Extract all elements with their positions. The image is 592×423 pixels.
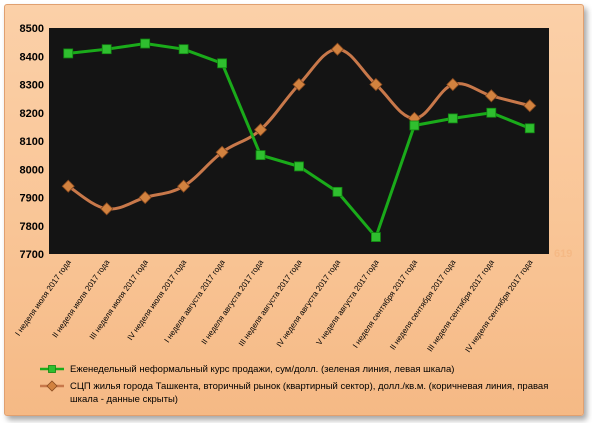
green-point-marker xyxy=(447,113,458,124)
green-point-marker xyxy=(255,150,266,161)
brown-point-marker xyxy=(523,99,537,113)
y-tick-label: 8400 xyxy=(20,51,44,63)
green-point-marker xyxy=(486,107,497,118)
legend-brown-marker xyxy=(46,380,58,392)
x-tick-label: III неделя августа 2017 года xyxy=(237,258,304,348)
x-tick-label: I неделя сентября 2017 года xyxy=(351,258,419,350)
legend-item-brown: СЦП жилья города Ташкента, вторичный рын… xyxy=(40,380,548,405)
y-tick-label: 8200 xyxy=(20,108,44,120)
brown-point-marker xyxy=(253,123,268,137)
y-tick-label: 8500 xyxy=(20,23,44,35)
green-point-marker xyxy=(332,186,343,197)
x-tick-label: III неделя сентября 2017 года xyxy=(425,258,496,354)
y-tick-label: 8000 xyxy=(20,164,44,176)
brown-point-marker xyxy=(330,42,345,56)
legend-green-marker xyxy=(48,365,56,373)
plot-area xyxy=(49,28,549,254)
brown-point-marker xyxy=(61,179,75,193)
x-tick-label: II неделя сентября 2017 года xyxy=(388,258,458,352)
brown-point-marker xyxy=(484,89,498,103)
y-axis-ticks: 7700 7800 7900 8000 8100 8200 8300 8400 8500 xyxy=(20,23,44,261)
brown-point-marker xyxy=(292,77,306,92)
brown-point-marker xyxy=(177,179,191,193)
legend: Еженедельный неформальный курс продажи, … xyxy=(40,364,548,405)
green-point-marker xyxy=(524,123,535,134)
green-point-marker xyxy=(217,58,227,69)
legend-label-green: Еженедельный неформальный курс продажи, … xyxy=(70,364,454,375)
legend-label-brown: СЦП жилья города Ташкента, вторичный рын… xyxy=(70,381,548,405)
legend-item-green: Еженедельный неформальный курс продажи, … xyxy=(40,364,454,375)
right-axis-tick-label: 619 xyxy=(554,248,572,260)
brown-point-marker xyxy=(138,190,152,205)
series-markers xyxy=(61,38,537,242)
y-tick-label: 7800 xyxy=(20,221,44,233)
green-point-marker xyxy=(371,232,381,242)
y-tick-label: 7900 xyxy=(20,193,44,205)
green-point-marker xyxy=(178,44,189,55)
y-tick-label: 7700 xyxy=(20,249,44,261)
green-point-marker xyxy=(101,44,112,55)
x-tick-label: IV неделя августа 2017 года xyxy=(275,258,343,349)
brown-point-marker xyxy=(446,77,460,92)
x-tick-label: IV неделя сентября 2017 года xyxy=(463,258,534,355)
y-tick-label: 8100 xyxy=(20,136,44,148)
brown-point-marker xyxy=(215,145,229,159)
brown-point-marker xyxy=(369,77,383,92)
brown-point-marker xyxy=(100,202,114,216)
green-point-marker xyxy=(63,48,74,59)
green-point-marker xyxy=(140,38,151,49)
green-point-marker xyxy=(409,120,420,131)
y-tick-label: 8300 xyxy=(20,80,44,92)
green-point-marker xyxy=(294,161,304,172)
